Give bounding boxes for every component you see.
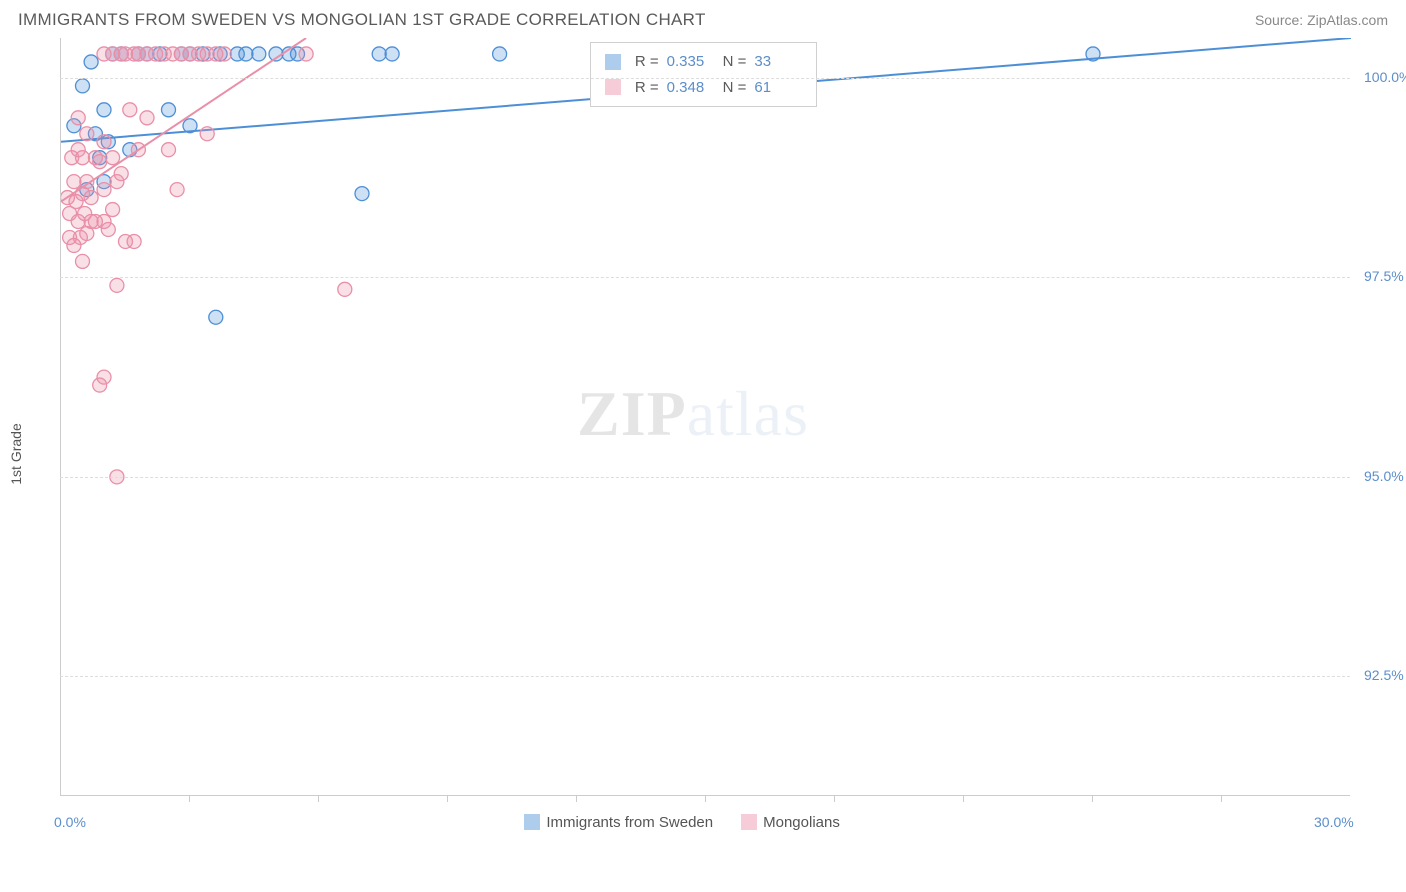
scatter-point-sweden — [252, 47, 266, 61]
x-tick — [1221, 796, 1222, 802]
scatter-point-mongolians — [140, 111, 154, 125]
y-tick-label: 100.0% — [1364, 69, 1406, 85]
scatter-point-mongolians — [123, 103, 137, 117]
y-tick-label: 97.5% — [1364, 268, 1404, 284]
scatter-point-sweden — [209, 310, 223, 324]
swatch-icon — [741, 814, 757, 830]
y-tick-label: 92.5% — [1364, 667, 1404, 683]
scatter-point-sweden — [76, 79, 90, 93]
scatter-point-mongolians — [110, 278, 124, 292]
scatter-point-mongolians — [338, 282, 352, 296]
stats-row-sweden: R = 0.335 N = 33 — [605, 49, 803, 75]
scatter-point-sweden — [385, 47, 399, 61]
scatter-point-mongolians — [217, 47, 231, 61]
scatter-point-sweden — [239, 47, 253, 61]
legend-label: Immigrants from Sweden — [546, 814, 713, 831]
scatter-point-sweden — [183, 119, 197, 133]
scatter-point-sweden — [162, 103, 176, 117]
scatter-point-mongolians — [80, 175, 94, 189]
x-tick — [705, 796, 706, 802]
scatter-point-sweden — [97, 103, 111, 117]
chart-title: IMMIGRANTS FROM SWEDEN VS MONGOLIAN 1ST … — [18, 10, 706, 30]
scatter-point-mongolians — [97, 135, 111, 149]
gridline-h — [60, 78, 1350, 79]
x-tick — [447, 796, 448, 802]
scatter-point-mongolians — [76, 151, 90, 165]
legend-bottom: Immigrants from Sweden Mongolians — [524, 814, 839, 831]
y-tick-label: 95.0% — [1364, 468, 1404, 484]
x-min-label: 0.0% — [54, 814, 86, 830]
gridline-h — [60, 477, 1350, 478]
scatter-point-mongolians — [200, 127, 214, 141]
scatter-point-mongolians — [162, 143, 176, 157]
swatch-icon — [605, 54, 621, 70]
y-axis-label: 1st Grade — [8, 423, 24, 484]
scatter-point-mongolians — [67, 175, 81, 189]
scatter-point-mongolians — [76, 254, 90, 268]
chart-area: 1st Grade ZIPatlas R =0.335 N = 33R =0.3… — [18, 38, 1388, 870]
scatter-point-sweden — [493, 47, 507, 61]
x-tick — [576, 796, 577, 802]
scatter-point-mongolians — [101, 222, 115, 236]
scatter-point-mongolians — [299, 47, 313, 61]
gridline-h — [60, 277, 1350, 278]
legend-item-mongolians: Mongolians — [741, 814, 840, 831]
x-tick — [963, 796, 964, 802]
scatter-point-mongolians — [93, 155, 107, 169]
stat-n-label: N = — [723, 49, 747, 75]
stats-legend-box: R =0.335 N = 33R =0.348 N = 61 — [590, 42, 818, 107]
scatter-point-mongolians — [84, 191, 98, 205]
stat-r-label: R = — [635, 49, 659, 75]
legend-label: Mongolians — [763, 814, 840, 831]
scatter-svg — [61, 38, 1351, 796]
source-label: Source: ZipAtlas.com — [1255, 12, 1388, 28]
swatch-icon — [605, 79, 621, 95]
scatter-point-mongolians — [114, 167, 128, 181]
scatter-point-mongolians — [71, 111, 85, 125]
scatter-point-sweden — [372, 47, 386, 61]
legend-item-sweden: Immigrants from Sweden — [524, 814, 713, 831]
x-tick — [1092, 796, 1093, 802]
scatter-point-mongolians — [106, 151, 120, 165]
scatter-point-mongolians — [170, 183, 184, 197]
gridline-h — [60, 676, 1350, 677]
scatter-point-sweden — [1086, 47, 1100, 61]
scatter-point-mongolians — [106, 203, 120, 217]
scatter-point-mongolians — [97, 183, 111, 197]
plot-box: ZIPatlas R =0.335 N = 33R =0.348 N = 61 — [60, 38, 1350, 796]
x-tick — [189, 796, 190, 802]
x-tick — [834, 796, 835, 802]
stat-n-value: 33 — [754, 49, 802, 75]
scatter-point-mongolians — [97, 370, 111, 384]
scatter-point-sweden — [355, 187, 369, 201]
stat-r-value: 0.335 — [667, 49, 715, 75]
scatter-point-sweden — [84, 55, 98, 69]
x-max-label: 30.0% — [1314, 814, 1354, 830]
swatch-icon — [524, 814, 540, 830]
x-tick — [318, 796, 319, 802]
scatter-point-mongolians — [127, 234, 141, 248]
scatter-point-mongolians — [131, 143, 145, 157]
scatter-point-mongolians — [80, 127, 94, 141]
